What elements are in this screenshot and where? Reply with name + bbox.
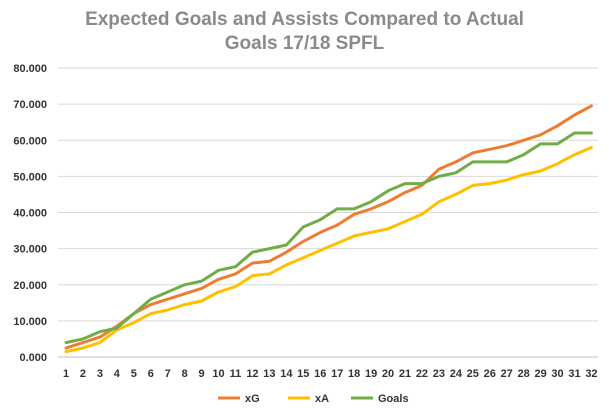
legend-label-goals: Goals [378,393,409,405]
x-tick-label: 25 [467,368,479,380]
x-tick-label: 7 [165,368,171,380]
x-tick-label: 6 [148,368,154,380]
series-line-goals [64,131,593,345]
x-tick-label: 10 [212,368,224,380]
x-tick-label: 5 [131,368,137,380]
y-tick-label: 80.000 [13,63,47,75]
chart-title-line-1: Expected Goals and Assists Compared to A… [85,9,524,30]
y-tick-label: 0.000 [19,352,47,364]
y-tick-label: 10.000 [13,316,47,328]
x-tick-label: 28 [518,368,530,380]
y-tick-label: 50.000 [13,171,47,183]
x-tick-label: 9 [199,368,205,380]
x-tick-label: 1 [63,368,69,380]
x-tick-label: 20 [382,368,394,380]
x-tick-label: 12 [246,368,258,380]
y-tick-label: 70.000 [13,99,47,111]
x-tick-label: 18 [348,368,360,380]
x-tick-label: 19 [365,368,377,380]
x-tick-label: 2 [80,368,86,380]
x-tick-label: 30 [551,368,563,380]
x-tick-label: 8 [182,368,188,380]
x-tick-label: 17 [331,368,343,380]
y-tick-label: 30.000 [13,244,47,256]
x-tick-label: 15 [297,368,309,380]
x-tick-label: 16 [314,368,326,380]
x-tick-label: 14 [280,368,293,380]
y-tick-label: 20.000 [13,280,47,292]
x-tick-label: 22 [416,368,428,380]
chart-title: Expected Goals and Assists Compared to A… [0,8,609,56]
x-tick-label: 3 [97,368,103,380]
x-tick-label: 27 [501,368,513,380]
series-line-xa [64,146,593,354]
legend-label-xa: xA [315,393,329,405]
x-tick-label: 11 [230,368,242,380]
series-line-xg [64,104,593,350]
x-tick-label: 31 [568,368,580,380]
x-tick-label: 32 [585,368,597,380]
legend-label-xg: xG [245,393,260,405]
chart-title-line-2: Goals 17/18 SPFL [224,33,385,54]
y-tick-label: 60.000 [13,135,47,147]
y-tick-label: 40.000 [13,208,47,220]
x-tick-label: 21 [399,368,411,380]
x-tick-label: 26 [484,368,496,380]
x-tick-label: 13 [263,368,275,380]
x-tick-label: 4 [114,368,121,380]
x-tick-label: 24 [450,368,463,380]
x-tick-label: 29 [534,368,546,380]
x-tick-label: 23 [433,368,445,380]
